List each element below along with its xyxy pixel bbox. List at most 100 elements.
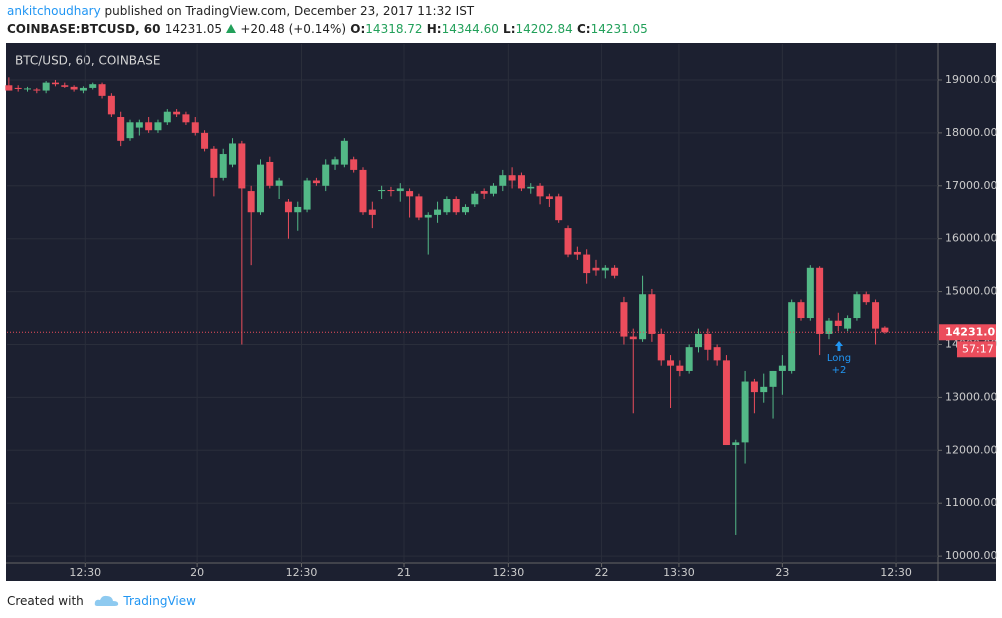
candle-body — [536, 185, 544, 197]
candle-body — [117, 117, 125, 141]
candle-body — [70, 86, 78, 90]
annotation-sub: +2 — [832, 365, 847, 376]
candle-body — [247, 191, 255, 213]
candle-body — [452, 199, 460, 213]
chart: BTC/USD, 60, COINBASE Long +2 10000.00 11… — [5, 43, 998, 581]
candle-body — [769, 370, 777, 387]
candle-body — [508, 175, 516, 181]
candle-body — [219, 154, 227, 178]
x-tick-label: 13:30 — [663, 566, 695, 579]
ohlc-value: 14202.84 — [515, 22, 573, 36]
candle-body — [545, 196, 553, 200]
candle-body — [806, 267, 814, 319]
candle-body — [778, 365, 786, 371]
x-tick-label: 20 — [190, 566, 204, 579]
candle-body — [256, 164, 264, 213]
y-tick-label: 15000.00 — [945, 285, 998, 298]
y-tick-label: 19000.00 — [945, 73, 998, 86]
candle-body — [24, 88, 31, 90]
candle-body — [61, 85, 69, 87]
created-with: Created with — [7, 594, 84, 608]
candle-body — [387, 190, 395, 192]
quote-line: COINBASE:BTCUSD, 60 14231.05 +20.48 (+0.… — [7, 22, 648, 36]
candle-body — [489, 185, 497, 194]
author-link[interactable]: ankitchoudhary — [7, 4, 101, 18]
x-tick-label: 12:30 — [880, 566, 912, 579]
candle-body — [173, 111, 181, 115]
candle-body — [667, 360, 675, 366]
candle-body — [555, 196, 563, 221]
x-tick-label: 12:30 — [286, 566, 318, 579]
x-tick-label: 22 — [595, 566, 609, 579]
candle-body — [182, 114, 190, 123]
last-price-tag — [939, 324, 996, 341]
chart-title: BTC/USD, 60, COINBASE — [15, 54, 160, 68]
candle-body — [14, 87, 22, 89]
up-triangle — [226, 24, 237, 33]
candle-body — [816, 267, 824, 334]
y-tick-label: 10000.00 — [945, 549, 998, 562]
candle-body — [415, 196, 423, 218]
y-tick-label: 11000.00 — [945, 496, 998, 509]
candle-body — [191, 122, 199, 133]
publish-line: ankitchoudhary published on TradingView.… — [7, 4, 474, 18]
candle-body — [424, 214, 432, 218]
candle-body — [163, 111, 171, 123]
y-tick-label: 18000.00 — [945, 126, 998, 139]
candle-body — [322, 164, 330, 186]
change: +20.48 (+0.14%) — [240, 22, 347, 36]
y-tick-label: 13000.00 — [945, 390, 998, 403]
candle-body — [5, 85, 13, 91]
candle-body — [676, 365, 684, 371]
candle-body — [294, 206, 302, 213]
candle-body — [564, 228, 572, 255]
tradingview-link[interactable]: TradingView — [123, 594, 196, 608]
ohlc-h: H:14344.60 — [427, 22, 499, 36]
symbol: COINBASE:BTCUSD, 60 — [7, 22, 161, 36]
candle-body — [89, 84, 97, 88]
candle-body — [135, 122, 143, 128]
candle-body — [620, 302, 628, 337]
y-tick-label: 16000.00 — [945, 232, 998, 245]
candle-body — [107, 95, 115, 115]
candle-body — [499, 175, 507, 186]
ohlc-l: L:14202.84 — [503, 22, 573, 36]
candle-body — [471, 193, 479, 205]
x-tick-label: 12:30 — [493, 566, 525, 579]
candle-body — [229, 143, 237, 165]
candle-body — [443, 199, 451, 213]
candle-body — [201, 132, 209, 149]
candle-body — [741, 381, 749, 443]
candle-body — [406, 191, 414, 197]
candle-body — [51, 82, 59, 85]
candle-body — [340, 140, 348, 165]
x-tick-label: 21 — [397, 566, 411, 579]
candle-body — [378, 190, 386, 192]
ohlc-value: 14318.72 — [365, 22, 423, 36]
footer: Created with TradingView — [7, 593, 196, 608]
annotation-arrow — [835, 341, 843, 351]
candle-body — [881, 327, 889, 333]
candle-body — [834, 320, 842, 326]
candle-body — [42, 82, 50, 91]
candle-body — [592, 267, 600, 271]
candle-body — [657, 333, 665, 361]
candle-body — [872, 302, 880, 329]
candle-body — [648, 294, 656, 334]
candle-body — [434, 209, 442, 215]
candle-body — [601, 267, 609, 271]
candle-body — [732, 442, 740, 446]
ohlc-o: O:14318.72 — [350, 22, 422, 36]
ohlc-c: C:14231.05 — [577, 22, 648, 36]
candle-body — [462, 206, 470, 213]
candle-body — [79, 87, 87, 91]
published-text: published on TradingView.com, December 2… — [104, 4, 475, 18]
candle-body — [98, 84, 106, 96]
candle-body — [853, 294, 861, 319]
candles — [5, 77, 889, 535]
last-price: 14231.05 — [164, 22, 222, 36]
candle-body — [825, 320, 833, 334]
y-tick-label: 17000.00 — [945, 179, 998, 192]
